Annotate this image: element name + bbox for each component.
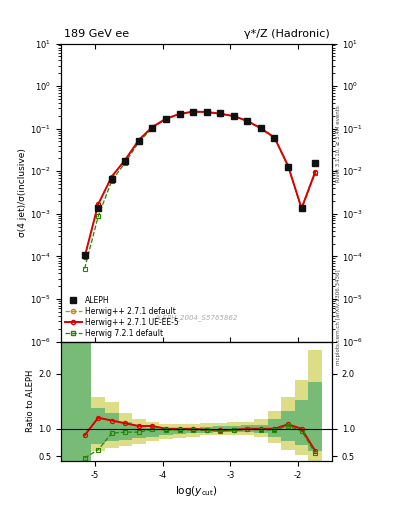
ALEPH: [272, 135, 277, 141]
Text: Rivet 3.1.10, ≥ 3.4M events: Rivet 3.1.10, ≥ 3.4M events: [336, 105, 341, 182]
ALEPH: [163, 116, 168, 122]
Text: mcplots.cern.ch [arXiv:1306.3436]: mcplots.cern.ch [arXiv:1306.3436]: [336, 270, 341, 365]
ALEPH: [299, 205, 304, 211]
ALEPH: [96, 205, 101, 211]
Line: ALEPH: ALEPH: [82, 109, 318, 258]
ALEPH: [313, 160, 318, 166]
ALEPH: [231, 113, 236, 119]
ALEPH: [136, 138, 141, 144]
ALEPH: [150, 125, 155, 131]
ALEPH: [245, 118, 250, 124]
X-axis label: $\mathrm{log}(y_\mathrm{cut})$: $\mathrm{log}(y_\mathrm{cut})$: [175, 484, 218, 498]
Legend: ALEPH, Herwig++ 2.7.1 default, Herwig++ 2.7.1 UE-EE-5, Herwig 7.2.1 default: ALEPH, Herwig++ 2.7.1 default, Herwig++ …: [63, 294, 180, 339]
ALEPH: [123, 158, 128, 164]
ALEPH: [109, 176, 114, 182]
ALEPH: [82, 251, 87, 258]
Text: ALEPH_2004_S5765862: ALEPH_2004_S5765862: [155, 314, 238, 321]
Text: γ*/Z (Hadronic): γ*/Z (Hadronic): [244, 29, 329, 39]
ALEPH: [177, 111, 182, 117]
ALEPH: [259, 125, 263, 132]
ALEPH: [286, 164, 290, 170]
Y-axis label: Ratio to ALEPH: Ratio to ALEPH: [26, 370, 35, 432]
ALEPH: [191, 109, 195, 115]
Text: 189 GeV ee: 189 GeV ee: [64, 29, 129, 39]
ALEPH: [218, 110, 222, 116]
Y-axis label: σ(4 jet)/σ(inclusive): σ(4 jet)/σ(inclusive): [18, 148, 28, 237]
ALEPH: [204, 109, 209, 115]
